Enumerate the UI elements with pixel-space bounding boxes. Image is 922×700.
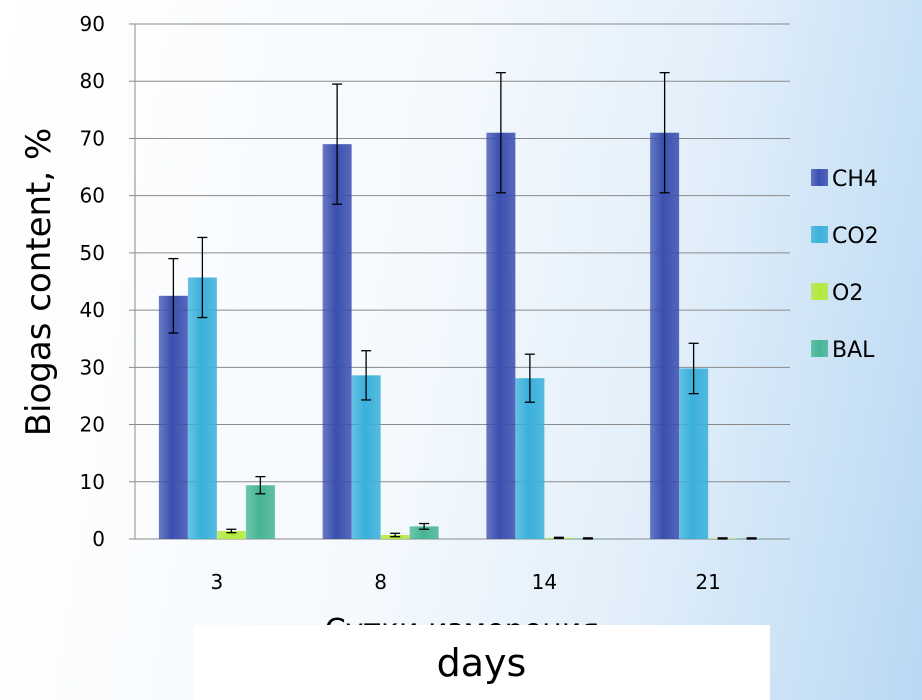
legend-swatch-co2: [811, 226, 828, 243]
legend-label-ch4: CH4: [832, 167, 878, 192]
legend-swatch-ch4: [811, 169, 828, 186]
x-tick-label: 3: [211, 570, 224, 594]
bar-ch4-21: [650, 132, 680, 539]
legend-swatch-bal: [811, 340, 828, 357]
y-tick-label: 50: [80, 241, 105, 265]
legend: CH4 CO2 O2 BAL: [811, 167, 879, 363]
y-tick-label: 10: [80, 470, 105, 494]
legend-swatch-o2: [811, 283, 828, 300]
bar-co2-14: [515, 378, 545, 539]
y-tick-label: 80: [80, 69, 105, 93]
bar-o2-3: [216, 530, 246, 539]
x-tick-label: 14: [532, 570, 557, 594]
bar-co2-3: [187, 277, 217, 539]
bar-ch4-3: [158, 295, 188, 539]
y-tick-labels: 0 10 20 30 40 50 60 70 80 90: [80, 12, 105, 551]
bar-ch4-14: [486, 132, 516, 539]
y-tick-label: 30: [80, 355, 105, 379]
bar-co2-21: [679, 368, 709, 539]
bars: [158, 132, 767, 539]
legend-label-co2: CO2: [832, 224, 879, 249]
bar-co2-8: [351, 375, 381, 539]
legend-label-o2: O2: [832, 281, 863, 306]
y-tick-label: 0: [92, 527, 105, 551]
x-tick-label: 8: [374, 570, 387, 594]
bar-ch4-8: [322, 144, 352, 539]
y-axis-title: Biogas content, %: [19, 128, 59, 437]
error-bars: [168, 71, 757, 540]
y-tick-label: 90: [80, 12, 105, 36]
days-label-box: days: [193, 625, 770, 700]
x-tick-label: 21: [695, 570, 720, 594]
bar-bal-8: [409, 526, 439, 539]
y-tick-label: 20: [80, 413, 105, 437]
x-axis-title: days: [436, 640, 527, 685]
y-tick-label: 70: [80, 126, 105, 150]
y-tick-label: 60: [80, 184, 105, 208]
y-tick-label: 40: [80, 298, 105, 322]
x-tick-labels: 3 8 14 21: [211, 570, 721, 594]
legend-label-bal: BAL: [832, 338, 875, 363]
